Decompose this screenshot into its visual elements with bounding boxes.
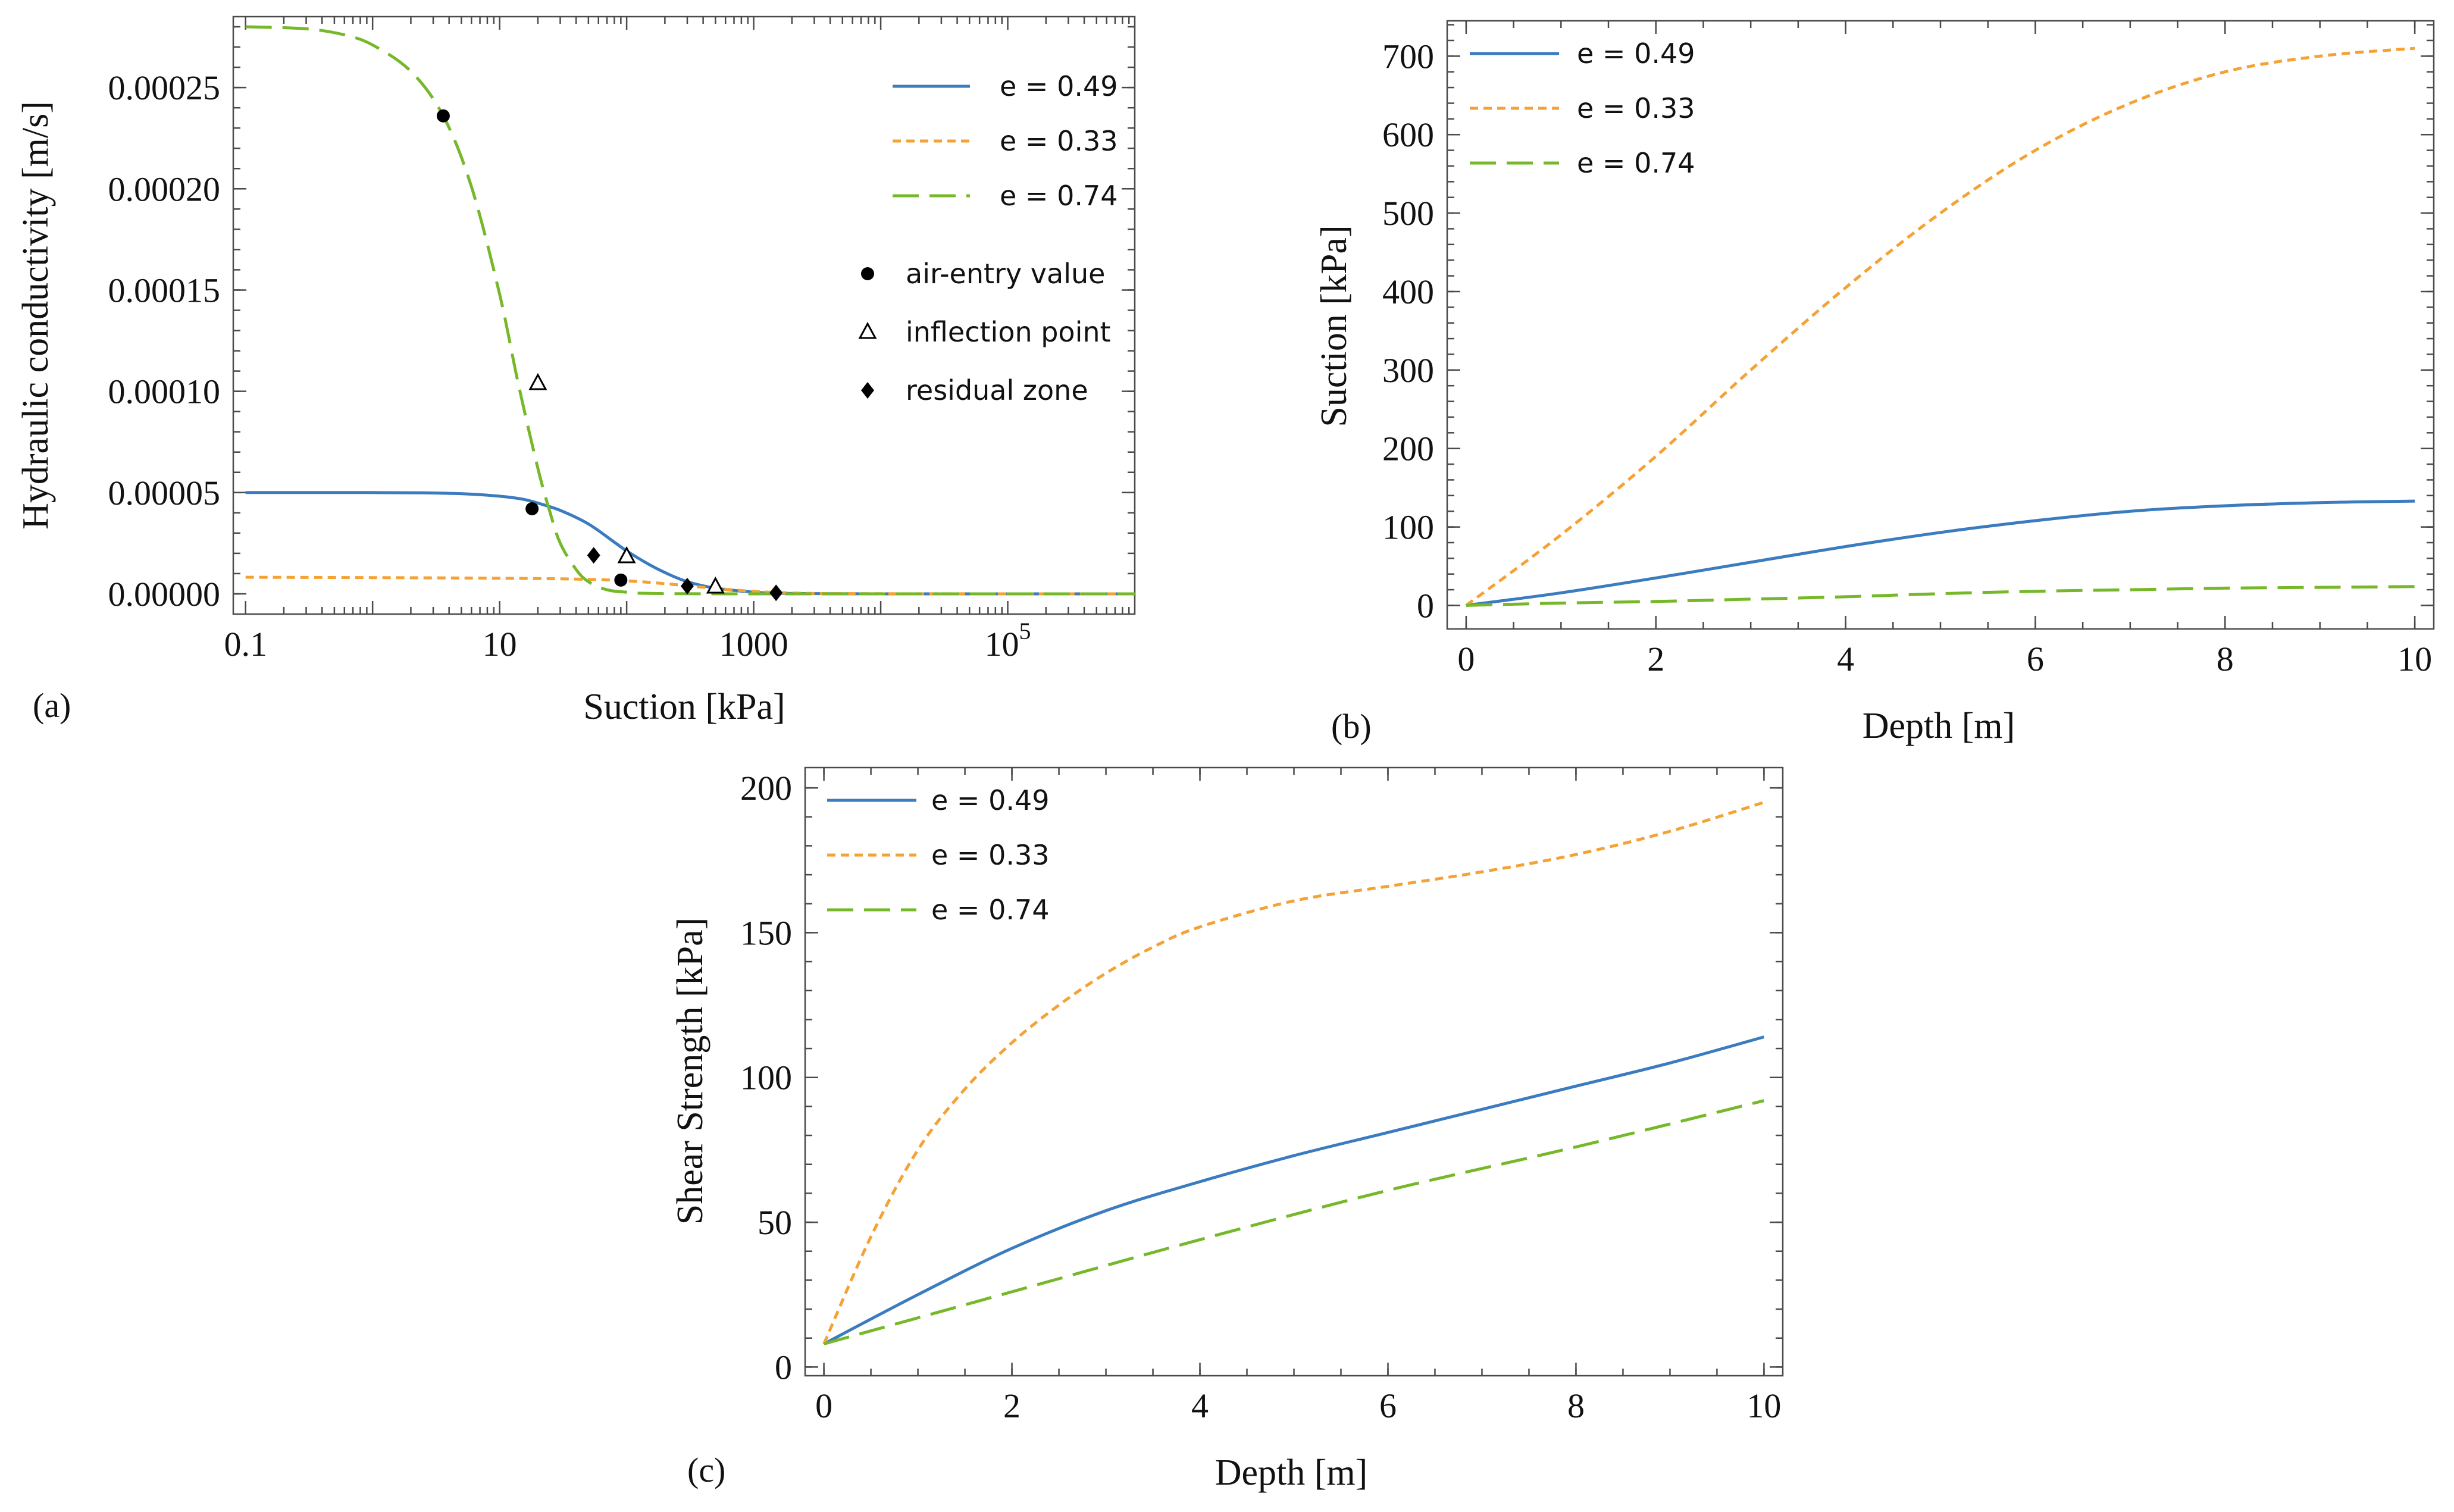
y-tick-label: 700	[1382, 37, 1434, 76]
x-tick-label: 0	[1457, 640, 1475, 678]
series-line-e049	[823, 1035, 1765, 1345]
x-tick-label: 6	[2027, 640, 2044, 678]
series-line-e074	[1466, 585, 2415, 607]
x-tick-label: 2	[1647, 640, 1664, 678]
chart-c-ylabel: Shear Strength [kPa]	[670, 918, 710, 1225]
x-tick-label: 4	[1837, 640, 1854, 678]
marker-circle	[436, 109, 450, 123]
chart-a-xlabel: Suction [kPa]	[583, 687, 785, 727]
y-tick-label: 0	[1417, 586, 1434, 625]
x-tick-label: 10	[483, 625, 517, 663]
legend-marker-circle	[861, 267, 874, 280]
legend-label-e074: e = 0.74	[931, 894, 1050, 926]
chart-b-legend: e = 0.49 e = 0.33 e = 0.74	[1470, 37, 1695, 179]
y-tick-label: 0	[775, 1348, 792, 1386]
legend-label-triangle: inflection point	[906, 316, 1111, 348]
chart-b-xlabel: Depth [m]	[1863, 706, 2015, 746]
marker-circle	[614, 573, 628, 587]
legend-marker-triangle	[858, 321, 877, 339]
chart-a-series	[245, 25, 1135, 596]
x-tick-label: 105	[985, 618, 1031, 663]
x-tick-label: 10	[2397, 640, 2432, 678]
y-tick-label: 0.00020	[108, 170, 221, 208]
marker-triangle	[617, 546, 636, 564]
y-tick-label: 100	[740, 1059, 792, 1097]
chart-b-panel-label: (b)	[1331, 707, 1372, 746]
x-tick-label: 8	[1567, 1386, 1585, 1425]
y-tick-label: 0.00005	[108, 474, 221, 512]
chart-c-xlabel: Depth [m]	[1215, 1452, 1368, 1493]
marker-circle	[525, 502, 539, 516]
chart-a-markers	[436, 109, 783, 602]
y-tick-label: 200	[740, 769, 792, 807]
chart-c-panel-label: (c)	[687, 1451, 725, 1489]
chart-a-panel-label: (a)	[33, 686, 71, 725]
legend-label-e049: e = 0.49	[1000, 70, 1118, 102]
y-tick-label: 0.00025	[108, 68, 221, 107]
legend-label-e033: e = 0.33	[1000, 125, 1118, 157]
series-line-e074	[245, 25, 1135, 596]
legend-label-diamond: residual zone	[906, 374, 1088, 406]
x-tick-label: 8	[2217, 640, 2234, 678]
y-tick-label: 300	[1382, 351, 1434, 390]
y-tick-label: 50	[758, 1203, 792, 1242]
x-tick-label: 4	[1191, 1386, 1209, 1425]
y-tick-label: 500	[1382, 194, 1434, 233]
x-tick-label: 1000	[719, 625, 788, 663]
y-tick-label: 100	[1382, 508, 1434, 547]
y-tick-label: 0.00010	[108, 372, 221, 411]
legend-label-e049: e = 0.49	[931, 784, 1050, 816]
legend-label-e033: e = 0.33	[1577, 92, 1695, 124]
series-line-e033	[1465, 46, 2415, 607]
x-tick-label: 2	[1003, 1386, 1021, 1425]
marker-triangle	[528, 372, 547, 390]
legend-label-e074: e = 0.74	[1577, 147, 1695, 179]
series-line-e049	[245, 491, 1135, 596]
chart-c-series	[822, 801, 1765, 1345]
x-tick-label: 6	[1379, 1386, 1397, 1425]
y-tick-label: 0.00015	[108, 271, 221, 309]
marker-triangle	[706, 576, 725, 594]
x-tick-label: 0	[815, 1386, 832, 1425]
series-line-e049	[1466, 499, 2415, 607]
chart-a-ylabel: Hydraulic conductivity [m/s]	[15, 101, 56, 530]
y-tick-label: 400	[1382, 273, 1434, 311]
marker-diamond	[680, 578, 694, 595]
marker-diamond	[769, 584, 783, 602]
marker-diamond	[587, 547, 600, 564]
series-line-e074	[823, 1099, 1764, 1345]
legend-label-e033: e = 0.33	[931, 839, 1050, 871]
y-tick-label: 150	[740, 913, 792, 952]
chart-b-series	[1465, 46, 2415, 607]
chart-a: 0.1 10 1000 105 0.00000 0.00005 0.00010 0.00015…	[15, 15, 1136, 727]
legend-label-circle: air-entry value	[906, 258, 1105, 290]
series-line-e033	[822, 801, 1765, 1345]
series-line-e033	[245, 575, 1135, 596]
y-tick-label: 0.00000	[108, 575, 221, 613]
chart-a-frame	[232, 15, 1136, 615]
legend-marker-diamond	[861, 382, 874, 399]
y-tick-label: 600	[1382, 115, 1434, 154]
chart-b-ylabel: Suction [kPa]	[1314, 225, 1354, 427]
chart-a-ticks: 0.1 10 1000 105 0.00000 0.00005 0.00010 0.00015…	[108, 17, 1135, 663]
legend-label-e049: e = 0.49	[1577, 37, 1695, 70]
x-tick-label: 0.1	[224, 625, 267, 663]
x-tick-label: 10	[1746, 1386, 1781, 1425]
chart-c-legend: e = 0.49 e = 0.33 e = 0.74	[827, 784, 1050, 926]
chart-a-legend: e = 0.49 e = 0.33 e = 0.74 air-entry value i…	[858, 70, 1118, 406]
legend-label-e074: e = 0.74	[1000, 180, 1118, 212]
y-tick-label: 200	[1382, 430, 1434, 468]
